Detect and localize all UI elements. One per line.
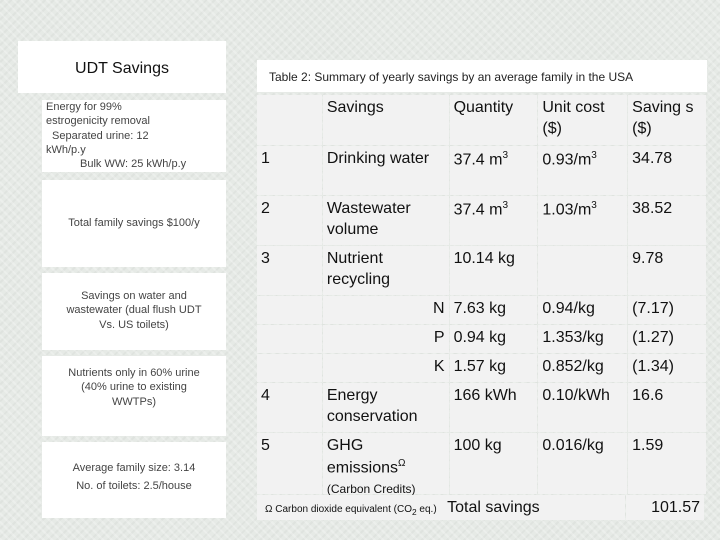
table-row: 4 Energy conservation 166 kWh 0.10/kWh 1… xyxy=(257,383,707,433)
nutrients-box: Nutrients only in 60% urine (40% urine t… xyxy=(42,356,226,436)
row-quantity: 0.94 kg xyxy=(449,325,538,353)
family-size-box: Average family size: 3.14 No. of toilets… xyxy=(42,442,226,518)
savings-table: Savings Quantity Unit cost ($) Saving s … xyxy=(257,95,707,521)
nutrients-line: Nutrients only in 60% urine xyxy=(68,367,200,379)
water-savings-line: wastewater (dual flush UDT xyxy=(66,304,202,317)
row-quantity: 7.63 kg xyxy=(449,296,538,324)
energy-line: Energy for 99% xyxy=(46,101,122,113)
row-unit-cost: 0.93/m3 xyxy=(538,146,628,195)
total-label-cell: Ω Carbon dioxide equivalent (CO2 eq.) To… xyxy=(257,495,625,520)
row-savings: (1.27) xyxy=(628,325,706,353)
row-blank xyxy=(257,354,322,382)
row-unit-cost xyxy=(538,246,628,295)
total-amount: 101.57 xyxy=(626,495,704,520)
energy-note-box: Energy for 99% estrogenicity removal Sep… xyxy=(42,100,226,172)
table-caption-box: Table 2: Summary of yearly savings by an… xyxy=(257,60,707,92)
row-number: 4 xyxy=(257,383,322,432)
row-number: 3 xyxy=(257,246,322,295)
energy-line: kWh/p.y xyxy=(46,143,86,156)
row-number: 1 xyxy=(257,146,322,195)
row-item: GHG emissionsΩ (Carbon Credits) xyxy=(322,433,449,496)
carbon-credits-note: (Carbon Credits) xyxy=(326,481,416,496)
row-unit-cost: 0.852/kg xyxy=(538,354,628,382)
nutrients-line: (40% urine to existing xyxy=(81,381,187,394)
udt-savings-title: UDT Savings xyxy=(75,60,169,77)
row-item: Drinking water xyxy=(322,146,449,195)
row-quantity: 100 kg xyxy=(449,433,538,494)
row-number: 2 xyxy=(257,196,322,245)
row-nutrient-letter: K xyxy=(322,354,449,382)
footnote: Ω Carbon dioxide equivalent (CO2 eq.) xyxy=(265,504,437,517)
water-savings-line: Vs. US toilets) xyxy=(99,318,169,331)
row-unit-cost: 1.353/kg xyxy=(538,325,628,353)
family-size-line: Average family size: 3.14 xyxy=(72,462,196,474)
energy-line: Separated urine: 12 xyxy=(52,129,149,142)
udt-savings-title-box: UDT Savings xyxy=(18,41,226,93)
table-row: N 7.63 kg 0.94/kg (7.17) xyxy=(257,296,707,325)
table-row: K 1.57 kg 0.852/kg (1.34) xyxy=(257,354,707,383)
row-unit-cost: 0.016/kg xyxy=(538,433,628,494)
row-nutrient-letter: P xyxy=(322,325,449,353)
row-blank xyxy=(257,296,322,324)
total-row: Ω Carbon dioxide equivalent (CO2 eq.) To… xyxy=(257,495,707,521)
row-savings: (1.34) xyxy=(628,354,706,382)
header-savings: Savings xyxy=(322,95,449,145)
header-savings-amount: Saving s ($) xyxy=(628,95,706,145)
row-quantity: 37.4 m3 xyxy=(449,146,538,195)
row-quantity: 166 kWh xyxy=(449,383,538,432)
row-savings: 9.78 xyxy=(628,246,706,295)
row-number: 5 xyxy=(257,433,322,494)
table-row: 5 GHG emissionsΩ (Carbon Credits) 100 kg… xyxy=(257,433,707,496)
row-savings: 16.6 xyxy=(628,383,706,432)
energy-line: Bulk WW: 25 kWh/p.y xyxy=(80,158,187,171)
row-item: Energy conservation xyxy=(322,383,449,432)
family-savings-text: Total family savings $100/y xyxy=(68,217,200,230)
row-savings: 38.52 xyxy=(628,196,706,245)
row-unit-cost: 0.10/kWh xyxy=(538,383,628,432)
water-savings-box: Savings on water and wastewater (dual fl… xyxy=(42,273,226,350)
header-unit-cost: Unit cost ($) xyxy=(538,95,628,145)
total-label: Total savings xyxy=(447,499,540,516)
row-nutrient-letter: N xyxy=(322,296,449,324)
toilets-line: No. of toilets: 2.5/house xyxy=(76,479,192,492)
row-quantity: 37.4 m3 xyxy=(449,196,538,245)
energy-line: estrogenicity removal xyxy=(46,115,150,128)
row-blank xyxy=(257,325,322,353)
row-unit-cost: 1.03/m3 xyxy=(538,196,628,245)
row-savings: 1.59 xyxy=(628,433,706,494)
row-savings: 34.78 xyxy=(628,146,706,195)
table-header-row: Savings Quantity Unit cost ($) Saving s … xyxy=(257,95,707,146)
table-row: 3 Nutrient recycling 10.14 kg 9.78 xyxy=(257,246,707,296)
table-row: 2 Wastewater volume 37.4 m3 1.03/m3 38.5… xyxy=(257,196,707,246)
family-savings-box: Total family savings $100/y xyxy=(42,180,226,267)
water-savings-line: Savings on water and xyxy=(81,290,187,302)
header-quantity: Quantity xyxy=(449,95,538,145)
table-caption: Table 2: Summary of yearly savings by an… xyxy=(269,70,634,84)
table-row: P 0.94 kg 1.353/kg (1.27) xyxy=(257,325,707,354)
header-blank xyxy=(257,95,322,145)
row-savings: (7.17) xyxy=(628,296,706,324)
row-unit-cost: 0.94/kg xyxy=(538,296,628,324)
row-item: Wastewater volume xyxy=(322,196,449,245)
row-quantity: 10.14 kg xyxy=(449,246,538,295)
table-row: 1 Drinking water 37.4 m3 0.93/m3 34.78 xyxy=(257,146,707,196)
nutrients-line: WWTPs) xyxy=(112,395,156,408)
row-item: Nutrient recycling xyxy=(322,246,449,295)
row-quantity: 1.57 kg xyxy=(449,354,538,382)
